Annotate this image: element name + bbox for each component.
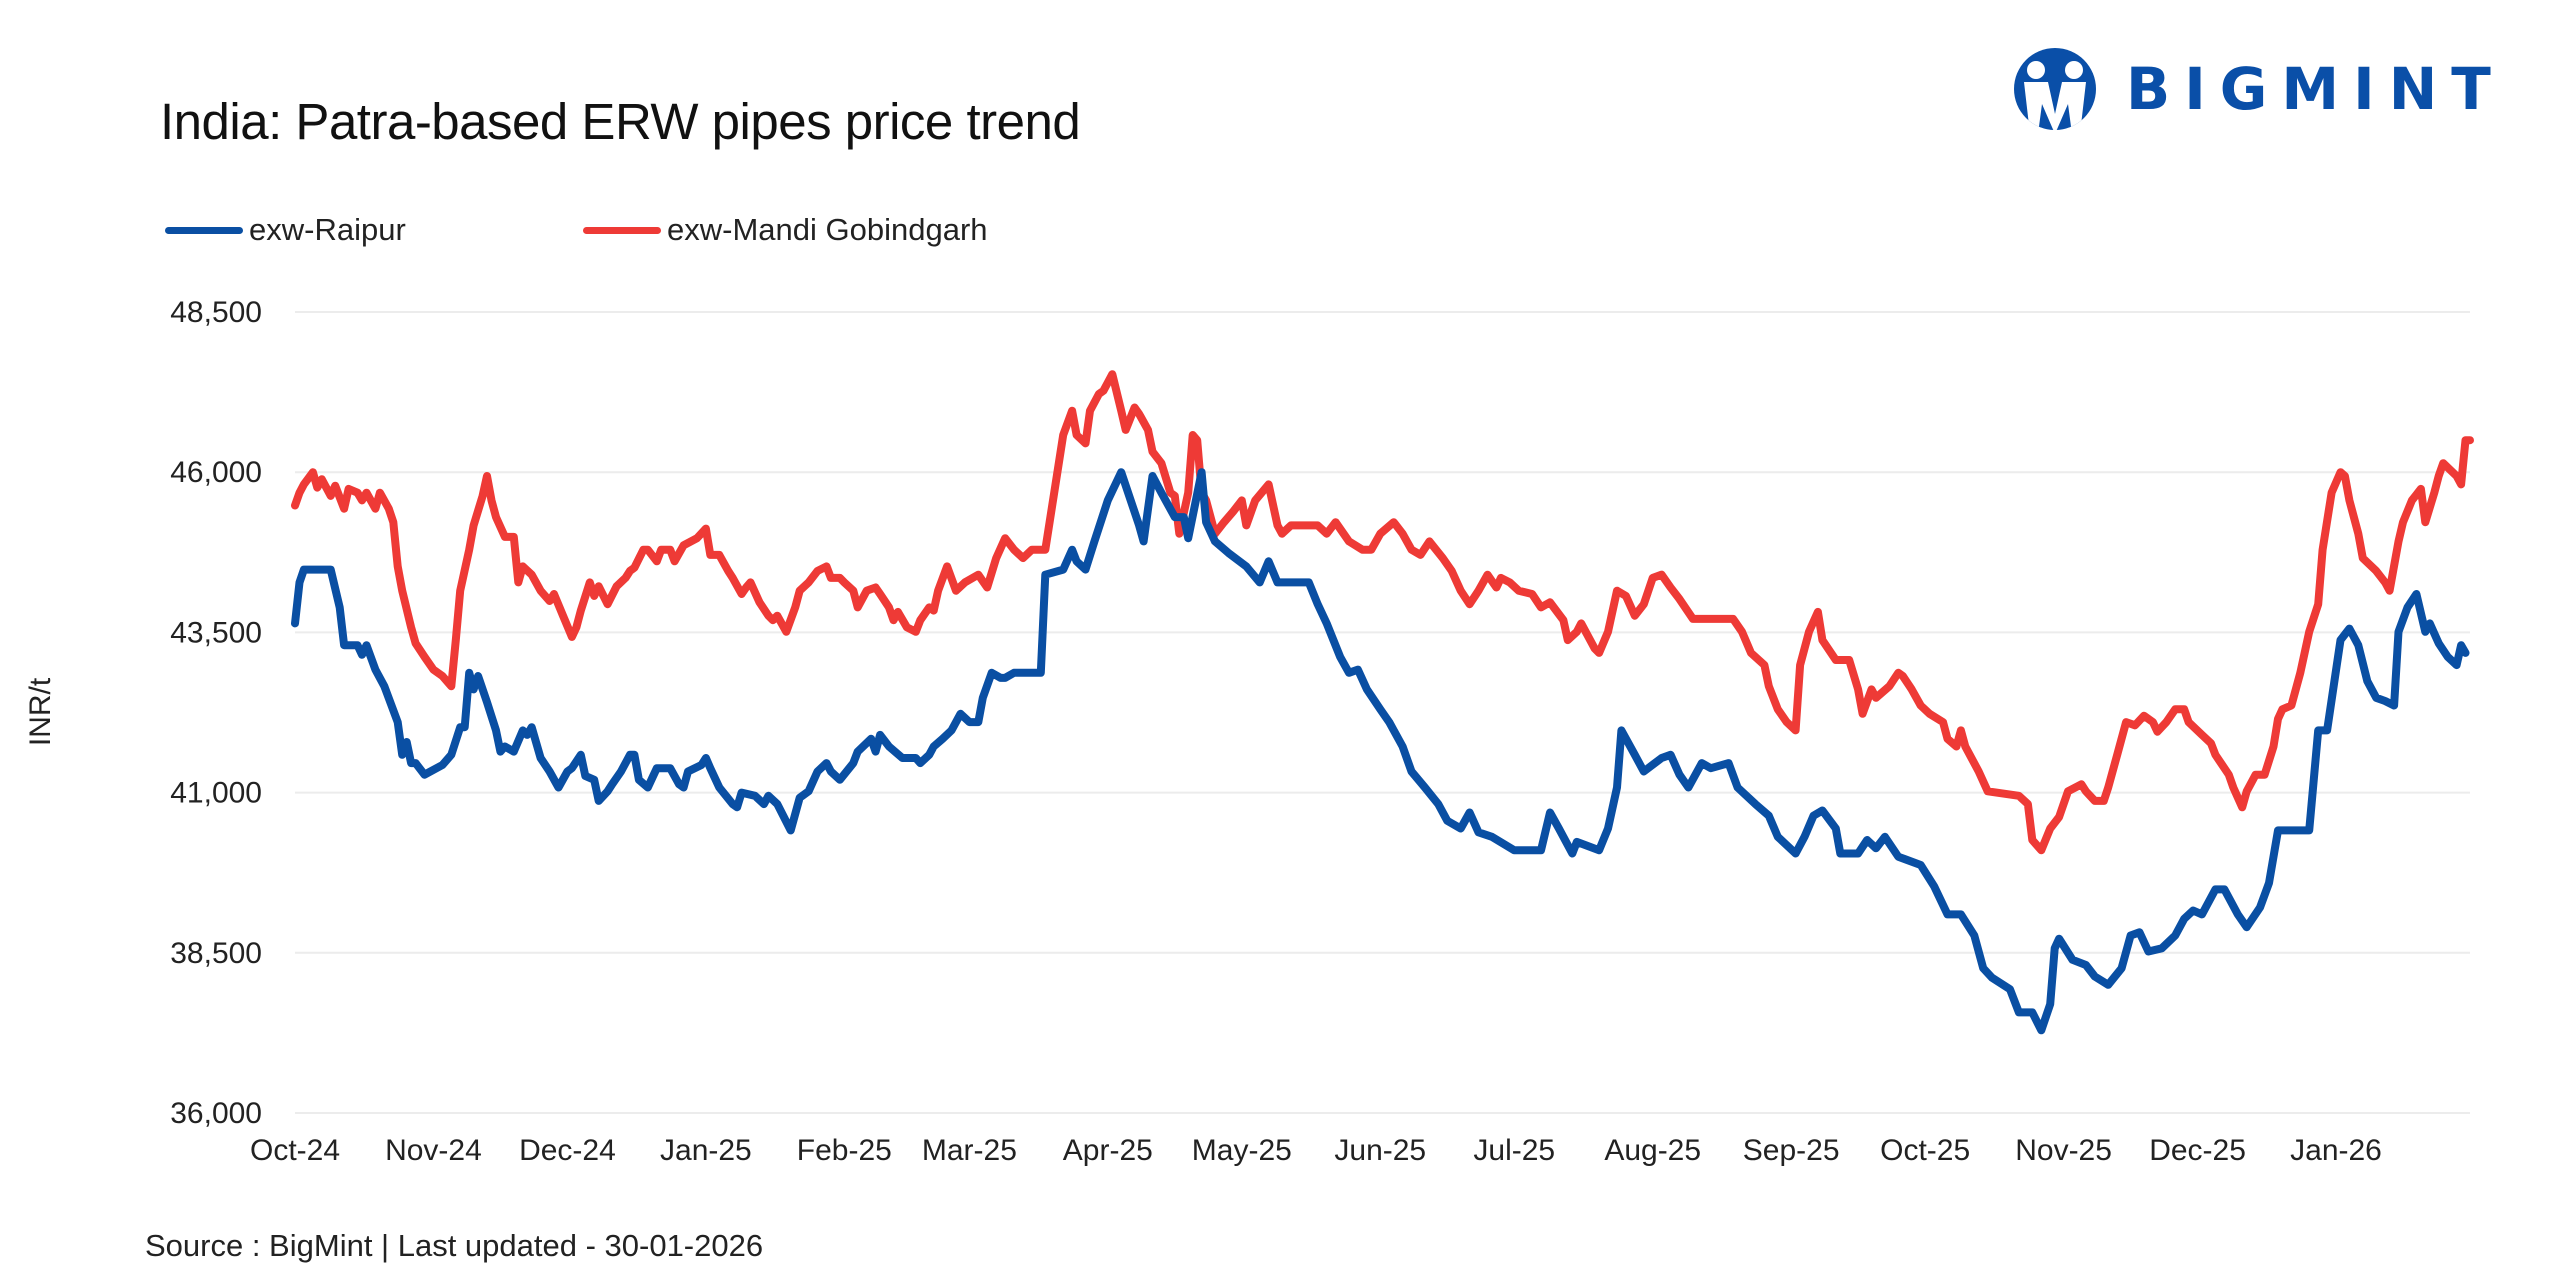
y-tick-label: 36,000 xyxy=(170,1097,262,1130)
legend: exw-Raipur exw-Mandi Gobindgarh xyxy=(165,212,1001,248)
bigmint-logo: BIGMINT xyxy=(2010,46,2505,132)
legend-label: exw-Raipur xyxy=(249,212,406,247)
legend-label: exw-Mandi Gobindgarh xyxy=(667,212,988,247)
y-tick-label: 43,500 xyxy=(170,616,262,649)
y-axis-ticks: 36,000 38,500 41,000 43,500 46,000 48,500 xyxy=(170,296,262,1130)
series-line-mandi-gobindgarh xyxy=(291,370,2474,855)
x-tick-label: Oct-24 xyxy=(250,1134,340,1167)
x-tick-label: Jun-25 xyxy=(1334,1134,1426,1167)
series-line-raipur xyxy=(291,468,2470,1035)
x-tick-label: Aug-25 xyxy=(1604,1134,1701,1167)
legend-item-mandi-gobindgarh[interactable]: exw-Mandi Gobindgarh xyxy=(583,212,1001,248)
logo-people-icon xyxy=(2014,48,2096,130)
y-tick-label: 38,500 xyxy=(170,937,262,970)
legend-item-raipur[interactable]: exw-Raipur xyxy=(165,212,583,248)
x-tick-label: Feb-25 xyxy=(797,1134,892,1167)
logo-text: BIGMINT xyxy=(2126,55,2505,123)
x-tick-label: Mar-25 xyxy=(922,1134,1017,1167)
y-tick-label: 41,000 xyxy=(170,777,262,810)
legend-swatch-mandi-gobindgarh xyxy=(583,226,661,234)
x-tick-label: Nov-24 xyxy=(385,1134,482,1167)
x-tick-label: Apr-25 xyxy=(1063,1134,1153,1167)
x-tick-label: Jan-26 xyxy=(2290,1134,2382,1167)
y-tick-label: 46,000 xyxy=(170,456,262,489)
x-tick-label: Jan-25 xyxy=(660,1134,752,1167)
chart-title: India: Patra-based ERW pipes price trend xyxy=(160,93,1081,150)
y-tick-label: 48,500 xyxy=(170,296,262,329)
x-tick-label: Dec-25 xyxy=(2149,1134,2246,1167)
x-tick-label: May-25 xyxy=(1192,1134,1292,1167)
series-lines xyxy=(291,370,2474,1035)
x-tick-label: Jul-25 xyxy=(1473,1134,1555,1167)
y-axis-label: INR/t xyxy=(24,677,57,746)
source-note: Source : BigMint | Last updated - 30-01-… xyxy=(145,1228,764,1263)
legend-swatch-raipur xyxy=(165,226,243,234)
x-axis-ticks: Oct-24 Nov-24 Dec-24 Jan-25 Feb-25 Mar-25 Apr-… xyxy=(250,1134,2382,1167)
x-tick-label: Oct-25 xyxy=(1880,1134,1970,1167)
x-tick-label: Nov-25 xyxy=(2015,1134,2112,1167)
x-tick-label: Dec-24 xyxy=(519,1134,616,1167)
x-tick-label: Sep-25 xyxy=(1743,1134,1840,1167)
